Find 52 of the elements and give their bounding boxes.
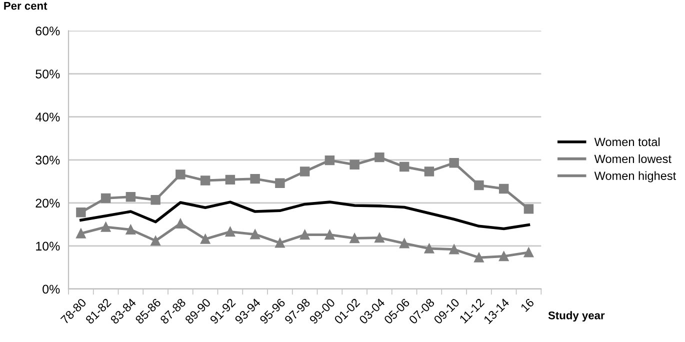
point	[225, 174, 236, 185]
line-series	[80, 200, 530, 230]
point	[399, 162, 410, 172]
y-tick-label: 0%	[42, 284, 60, 294]
y-axis-title: Per cent	[4, 2, 48, 10]
point	[126, 192, 136, 202]
x-axis-title: Study year	[548, 311, 605, 322]
point	[76, 208, 86, 218]
point	[225, 226, 236, 237]
point	[474, 180, 484, 190]
point	[498, 251, 509, 262]
point	[200, 234, 210, 244]
y-tick-label: 10%	[36, 242, 60, 251]
point	[399, 238, 410, 248]
point	[176, 170, 186, 180]
legend-label: Women highest	[594, 171, 676, 182]
point	[498, 184, 509, 194]
point	[350, 160, 360, 170]
point	[76, 228, 86, 238]
legend-label: Women lowest	[594, 154, 672, 164]
point	[150, 236, 160, 246]
point	[275, 238, 285, 248]
point	[250, 174, 260, 184]
point	[275, 178, 285, 188]
point	[449, 158, 459, 168]
point	[200, 176, 210, 186]
y-tick-label: 20%	[36, 198, 60, 208]
y-tick-label: 40%	[35, 112, 60, 122]
point	[324, 230, 335, 240]
point	[126, 224, 136, 234]
point	[524, 248, 534, 258]
point	[474, 252, 484, 262]
point	[324, 155, 335, 166]
point	[300, 166, 310, 176]
point	[100, 222, 111, 232]
point	[374, 152, 384, 162]
point	[176, 218, 186, 228]
y-tick-label: 30%	[36, 156, 60, 165]
point	[424, 244, 434, 254]
y-tick-label: 60%	[36, 26, 60, 36]
point	[374, 232, 384, 243]
legend-label: Women total	[594, 137, 660, 146]
point	[449, 244, 459, 254]
point	[424, 166, 434, 176]
point	[350, 233, 360, 244]
y-tick-label: 50%	[36, 70, 60, 78]
point	[524, 204, 534, 214]
x-tick-label: 16	[520, 298, 534, 312]
point	[100, 193, 111, 204]
point	[150, 195, 160, 205]
point	[250, 229, 260, 240]
point	[300, 230, 310, 240]
